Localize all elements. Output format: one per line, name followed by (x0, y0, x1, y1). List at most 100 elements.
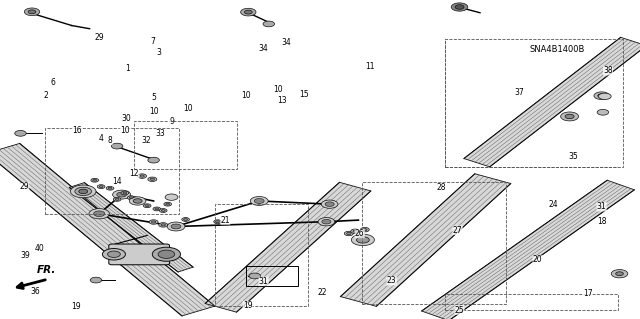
Circle shape (148, 157, 159, 163)
Circle shape (254, 198, 264, 204)
Circle shape (182, 218, 189, 221)
Circle shape (93, 211, 105, 217)
Text: 27: 27 (452, 226, 463, 235)
Circle shape (166, 203, 170, 205)
Circle shape (127, 196, 135, 200)
Text: 6: 6 (50, 78, 55, 87)
Text: 18: 18 (597, 217, 606, 226)
Text: 17: 17 (582, 289, 593, 298)
Circle shape (97, 185, 105, 189)
Circle shape (184, 219, 188, 220)
Circle shape (250, 197, 268, 205)
Text: 4: 4 (99, 134, 104, 143)
Circle shape (106, 186, 114, 190)
Circle shape (325, 202, 334, 206)
Text: 26: 26 (355, 229, 365, 238)
Text: 10: 10 (148, 107, 159, 116)
Text: 10: 10 (273, 85, 284, 94)
FancyBboxPatch shape (109, 244, 170, 265)
Circle shape (321, 200, 338, 208)
Text: 9: 9 (169, 117, 174, 126)
Circle shape (244, 10, 252, 14)
Circle shape (344, 231, 353, 236)
Circle shape (89, 209, 109, 219)
Text: 40: 40 (35, 244, 45, 253)
Circle shape (216, 221, 220, 223)
Circle shape (167, 222, 185, 231)
Text: 19: 19 (243, 301, 253, 310)
Text: 28: 28 (437, 183, 446, 192)
Text: 12: 12 (130, 169, 139, 178)
Text: 13: 13 (276, 96, 287, 105)
Circle shape (565, 114, 574, 119)
Circle shape (155, 208, 159, 210)
Text: 32: 32 (141, 137, 151, 145)
Circle shape (351, 229, 360, 234)
Text: 10: 10 (183, 104, 193, 113)
Circle shape (90, 277, 102, 283)
Text: 21: 21 (221, 216, 230, 225)
Circle shape (318, 218, 335, 226)
Text: 14: 14 (112, 177, 122, 186)
Text: 2: 2 (44, 91, 49, 100)
Text: 16: 16 (72, 126, 82, 135)
Circle shape (356, 237, 369, 243)
Text: 24: 24 (548, 200, 559, 209)
Circle shape (75, 187, 92, 196)
Circle shape (113, 190, 131, 199)
Circle shape (121, 191, 129, 195)
Circle shape (353, 230, 358, 232)
Text: 5: 5 (151, 93, 156, 102)
Circle shape (113, 197, 121, 201)
Polygon shape (0, 144, 215, 316)
Circle shape (148, 177, 157, 182)
Circle shape (123, 192, 127, 194)
Circle shape (161, 210, 165, 211)
Text: 22: 22 (318, 288, 327, 297)
Circle shape (159, 209, 167, 212)
Circle shape (616, 272, 623, 276)
Circle shape (360, 227, 369, 232)
Text: 8: 8 (108, 136, 113, 145)
Circle shape (91, 178, 99, 182)
Text: 7: 7 (150, 37, 155, 46)
Circle shape (598, 94, 605, 98)
Text: SNA4B1400B: SNA4B1400B (530, 45, 586, 54)
Circle shape (149, 220, 158, 224)
Text: 23: 23 (387, 276, 397, 285)
Polygon shape (69, 182, 193, 272)
Circle shape (79, 189, 88, 194)
Text: 29: 29 (94, 33, 104, 42)
Circle shape (99, 186, 103, 188)
Text: 36: 36 (30, 287, 40, 296)
Text: 34: 34 (259, 44, 269, 53)
Circle shape (129, 197, 146, 205)
Circle shape (164, 202, 172, 206)
Text: FR.: FR. (37, 265, 56, 275)
Circle shape (451, 3, 468, 11)
Text: 25: 25 (454, 306, 465, 315)
Circle shape (597, 109, 609, 115)
Circle shape (351, 234, 374, 246)
Text: 35: 35 (568, 152, 578, 161)
Circle shape (594, 92, 609, 100)
Text: 31: 31 (596, 202, 607, 211)
Circle shape (161, 224, 165, 226)
Text: 11: 11 (365, 63, 374, 71)
Circle shape (133, 199, 142, 203)
Circle shape (153, 207, 161, 211)
Polygon shape (422, 180, 634, 319)
Circle shape (214, 220, 221, 224)
Circle shape (111, 143, 123, 149)
Circle shape (598, 93, 611, 100)
Circle shape (115, 198, 119, 200)
Text: 19: 19 (70, 302, 81, 311)
Circle shape (150, 178, 155, 181)
Circle shape (165, 194, 178, 200)
Circle shape (28, 10, 36, 14)
Circle shape (140, 175, 145, 177)
Polygon shape (205, 182, 371, 312)
Text: 33: 33 (155, 130, 165, 138)
Circle shape (129, 197, 133, 199)
Circle shape (263, 21, 275, 27)
